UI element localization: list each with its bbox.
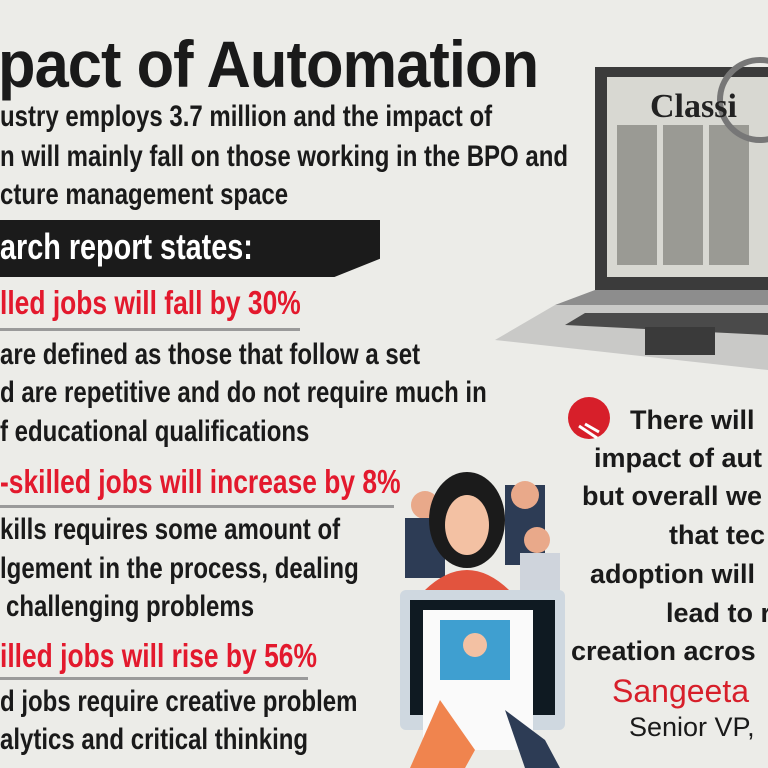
finding-body: alytics and critical thinking: [0, 723, 309, 756]
quote-line: impact of aut: [594, 443, 763, 473]
finding-heading: illed jobs will rise by 56%: [0, 637, 317, 674]
finding-body: challenging problems: [6, 590, 255, 623]
report-banner-text: arch report states:: [0, 226, 253, 267]
quote-line: creation acros: [571, 636, 756, 666]
divider: [0, 505, 394, 508]
finding-body: d are repetitive and do not require much…: [0, 376, 487, 409]
finding-body: d jobs require creative problem: [0, 685, 358, 718]
report-banner: arch report states:: [0, 220, 380, 277]
finding-body: kills requires some amount of: [0, 513, 341, 546]
quote-icon: [568, 397, 610, 440]
laptop-illustration: Classi: [495, 57, 768, 370]
intro-line: n will mainly fall on those working in t…: [0, 140, 569, 173]
divider: [0, 677, 308, 680]
finding-body: lgement in the process, dealing: [0, 552, 359, 585]
laptop-screen-text: Classi: [650, 88, 737, 125]
people-illustration: [400, 472, 565, 768]
quote-author-role: Senior VP,: [629, 712, 755, 742]
quote-line: but overall we: [582, 481, 763, 511]
quote-line: adoption will: [590, 559, 755, 589]
finding-body: are defined as those that follow a set: [0, 338, 421, 371]
divider: [0, 328, 300, 331]
quote-author-name: Sangeeta: [612, 673, 750, 709]
intro-line: ustry employs 3.7 million and the impact…: [0, 100, 493, 133]
page-title: pact of Automation: [0, 27, 539, 101]
intro-line: cture management space: [0, 178, 289, 211]
finding-heading: -skilled jobs will increase by 8%: [0, 463, 401, 500]
quote-line: lead to r: [666, 598, 768, 628]
finding-heading: lled jobs will fall by 30%: [0, 284, 301, 321]
quote-line: that tec: [669, 520, 766, 550]
finding-body: f educational qualifications: [0, 415, 310, 448]
quote-line: There will: [630, 405, 755, 435]
